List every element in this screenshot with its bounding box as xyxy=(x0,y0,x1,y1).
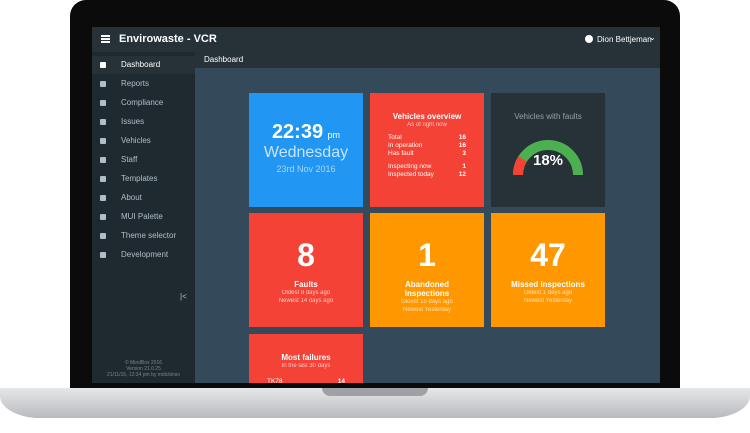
menu-label: About xyxy=(121,193,142,202)
abandoned-oldest: Oldest 15 days ago xyxy=(401,299,453,305)
menu-icon xyxy=(100,138,106,144)
row-label: Total xyxy=(388,134,402,141)
gauge-fill xyxy=(513,156,528,176)
user-icon xyxy=(585,35,593,43)
missed-title: Missed inspections xyxy=(511,280,585,289)
menu-icon xyxy=(100,81,106,87)
faults-tile[interactable]: 8 Faults Oldest 8 days ago Newest 14 day… xyxy=(249,213,363,327)
menu-item[interactable]: Theme selector xyxy=(92,227,195,245)
screen: Envirowaste - VCR Dion Bettjeman ⌄ |< © … xyxy=(92,27,660,383)
row-label: Inspected today xyxy=(388,171,434,178)
most-failures-title: Most failures xyxy=(281,353,331,362)
abandoned-title: Abandoned inspections xyxy=(404,280,450,298)
menu-icon xyxy=(100,195,106,201)
app-title: Envirowaste - VCR xyxy=(119,33,217,45)
menu-icon xyxy=(100,100,106,106)
menu-item[interactable]: Templates xyxy=(92,170,195,188)
menu-icon xyxy=(100,252,106,258)
gauge xyxy=(513,140,583,176)
overview-row: Inspecting now 1 xyxy=(388,163,466,171)
abandoned-newest: Newest Yesterday xyxy=(402,307,452,313)
collapse-button[interactable]: |< xyxy=(180,292,187,301)
menu-item[interactable]: Staff xyxy=(92,151,195,169)
clock-meridiem: pm xyxy=(327,130,341,140)
menu-label: Dashboard xyxy=(121,60,161,69)
sidebar-footer: © MindBox 2016 Version 21.0.25 21/11/16, 1… xyxy=(92,360,195,378)
menu-label: Issues xyxy=(121,117,145,126)
laptop-notch xyxy=(322,388,428,396)
missed-tile[interactable]: 47 Missed inspections Oldest 1 days ago … xyxy=(491,213,605,327)
faults-oldest: Oldest 8 days ago xyxy=(281,290,331,296)
user-menu[interactable]: Dion Bettjeman xyxy=(597,35,652,44)
failure-row: TK78 14 xyxy=(267,378,345,383)
gauge-label: 18% xyxy=(532,152,564,169)
menu-icon xyxy=(100,62,106,68)
gauge-title: Vehicles with faults xyxy=(514,112,582,121)
row-value: 16 xyxy=(458,134,466,141)
menu-item[interactable]: Issues xyxy=(92,113,195,131)
row-value: 1 xyxy=(462,163,466,170)
menu-item[interactable]: Dashboard xyxy=(92,56,195,74)
menu-item[interactable]: About xyxy=(92,189,195,207)
menu-label: Templates xyxy=(121,174,158,183)
most-failures-subtitle: In the last 30 days xyxy=(281,363,331,369)
abandoned-count: 1 xyxy=(418,237,436,273)
clock-tile: 22:39 pm Wednesday 23rd Nov 2016 xyxy=(249,93,363,207)
missed-newest: Newest Yesterday xyxy=(523,298,573,304)
overview-tile: Vehicles overview As of right now Total 1… xyxy=(370,93,484,207)
row-value: 3 xyxy=(462,150,466,157)
footer-line: 21/11/16, 12:34 pm by mdickinso xyxy=(106,372,180,378)
row-value: 12 xyxy=(458,171,466,178)
row-value: 14 xyxy=(337,378,345,383)
overview-row: In operation 16 xyxy=(388,142,466,150)
menu-item[interactable]: Development xyxy=(92,246,195,264)
breadcrumb: Dashboard xyxy=(204,55,244,64)
menu-icon xyxy=(100,157,106,163)
row-value: 16 xyxy=(458,142,466,149)
clock-day: Wednesday xyxy=(263,144,349,161)
abandoned-tile[interactable]: 1 Abandoned inspections Oldest 15 days a… xyxy=(370,213,484,327)
menu-label: Staff xyxy=(121,155,138,164)
footer-line: Version 21.0.25 xyxy=(126,366,161,372)
faults-count: 8 xyxy=(297,237,315,273)
faults-title: Faults xyxy=(294,280,318,289)
footer-line: © MindBox 2016 xyxy=(124,360,163,366)
overview-row: Inspected today 12 xyxy=(388,171,466,179)
breadcrumb-bar: Dashboard xyxy=(195,52,660,68)
missed-count: 47 xyxy=(530,237,566,273)
menu-label: Theme selector xyxy=(121,231,177,240)
overview-row: Has fault 3 xyxy=(388,150,466,158)
menu-label: Compliance xyxy=(121,98,164,107)
overview-title: Vehicles overview xyxy=(392,112,462,121)
missed-oldest: Oldest 1 days ago xyxy=(523,290,573,296)
menu-icon xyxy=(100,214,106,220)
menu-icon xyxy=(100,119,106,125)
menu-label: MUI Palette xyxy=(121,212,163,221)
most-failures-tile: Most failures In the last 30 days TK78 14 xyxy=(249,334,363,383)
overview-subtitle: As of right now xyxy=(407,122,447,128)
menu-button[interactable] xyxy=(101,35,110,43)
menu-icon xyxy=(100,233,106,239)
menu-label: Vehicles xyxy=(121,136,151,145)
user-caret: ⌄ xyxy=(649,33,656,42)
overview-row: Total 16 xyxy=(388,134,466,142)
menu-item[interactable]: MUI Palette xyxy=(92,208,195,226)
row-label: TK78 xyxy=(267,378,283,383)
row-label: Inspecting now xyxy=(388,163,432,170)
clock-date: 23rd Nov 2016 xyxy=(276,164,336,174)
sidebar: |< © MindBox 2016 Version 21.0.25 21/11/16… xyxy=(92,52,195,383)
row-label: In operation xyxy=(388,142,423,149)
clock-time: 22:39 xyxy=(271,121,324,143)
menu-label: Reports xyxy=(121,79,150,88)
menu-label: Development xyxy=(121,250,169,259)
top-bar: Envirowaste - VCR Dion Bettjeman ⌄ xyxy=(92,27,660,52)
menu-item[interactable]: Vehicles xyxy=(92,132,195,150)
faults-newest: Newest 14 days ago xyxy=(278,298,334,304)
menu-icon xyxy=(100,176,106,182)
row-label: Has fault xyxy=(388,150,414,157)
menu-item[interactable]: Reports xyxy=(92,75,195,93)
gauge-tile: Vehicles with faults 18% xyxy=(491,93,605,207)
menu-item[interactable]: Compliance xyxy=(92,94,195,112)
